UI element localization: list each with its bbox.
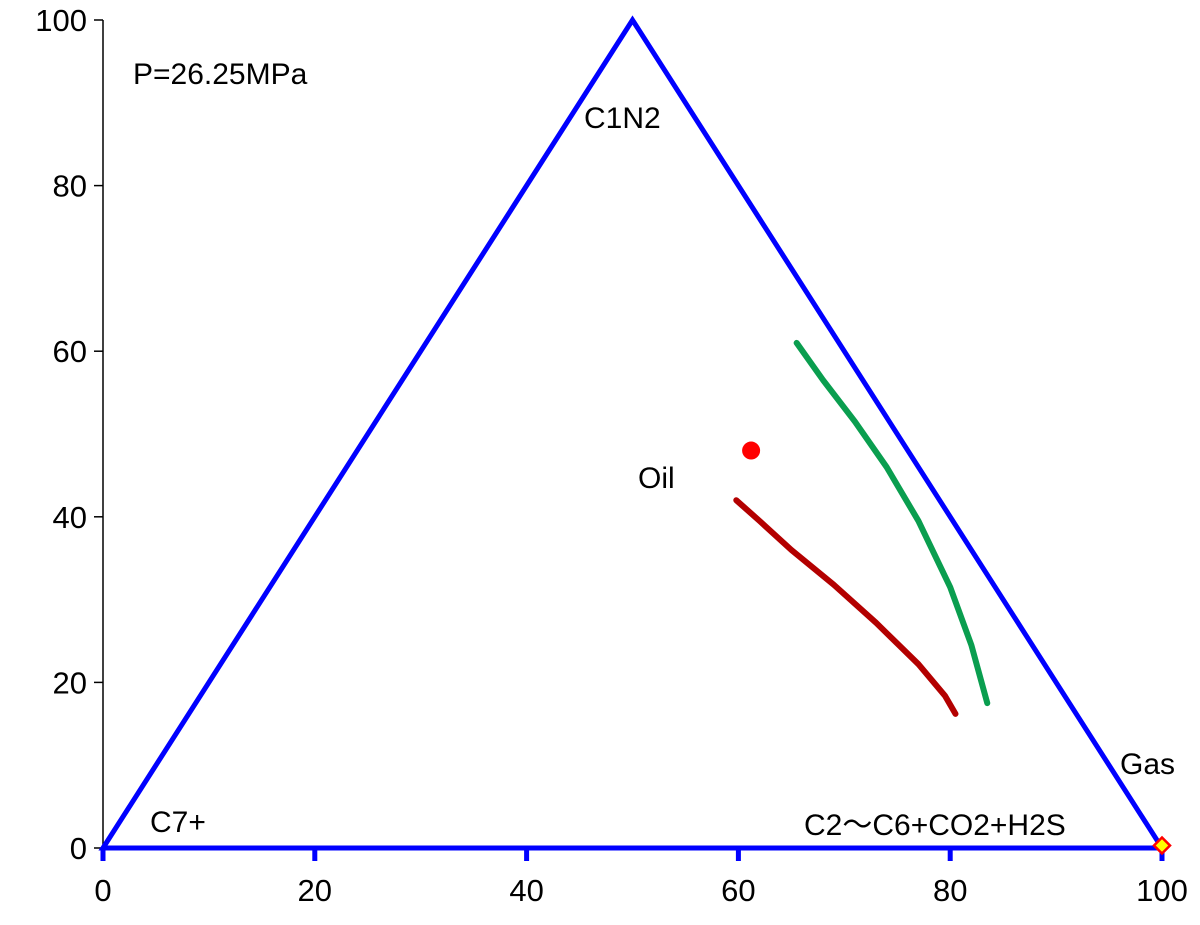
gas-label: Gas bbox=[1120, 748, 1175, 781]
gas-point bbox=[1152, 835, 1172, 856]
x-tick-label: 60 bbox=[721, 873, 755, 908]
y-tick-label: 80 bbox=[53, 169, 87, 204]
left-vertex-label: C7+ bbox=[150, 806, 206, 839]
y-tick-label: 60 bbox=[53, 334, 87, 369]
triangle-layer bbox=[98, 15, 1167, 851]
x-tick-label: 80 bbox=[933, 873, 967, 908]
series-line-1 bbox=[733, 497, 959, 717]
y-tick-label: 0 bbox=[70, 831, 87, 866]
top-vertex-label: C1N2 bbox=[584, 102, 661, 135]
y-tick-label: 40 bbox=[53, 500, 87, 535]
pressure-label: P=26.25MPa bbox=[133, 58, 308, 91]
right-vertex-label: C2～C6+CO2+H2S bbox=[804, 809, 1066, 842]
y-tick-label: 20 bbox=[53, 665, 87, 700]
oil-point bbox=[742, 441, 761, 460]
y-tick-label: 100 bbox=[35, 3, 87, 38]
x-tick-label: 40 bbox=[509, 873, 543, 908]
ternary-triangle bbox=[98, 15, 1167, 851]
x-tick-label: 0 bbox=[94, 873, 111, 908]
oil-label: Oil bbox=[638, 462, 675, 495]
axes: 0 20 40 60 80 100 0 20 40 60 80 100 bbox=[35, 3, 1188, 908]
series-line-0 bbox=[793, 339, 991, 707]
series-layer bbox=[733, 339, 1172, 856]
x-tick-label: 20 bbox=[298, 873, 332, 908]
x-tick-label: 100 bbox=[1136, 873, 1188, 908]
